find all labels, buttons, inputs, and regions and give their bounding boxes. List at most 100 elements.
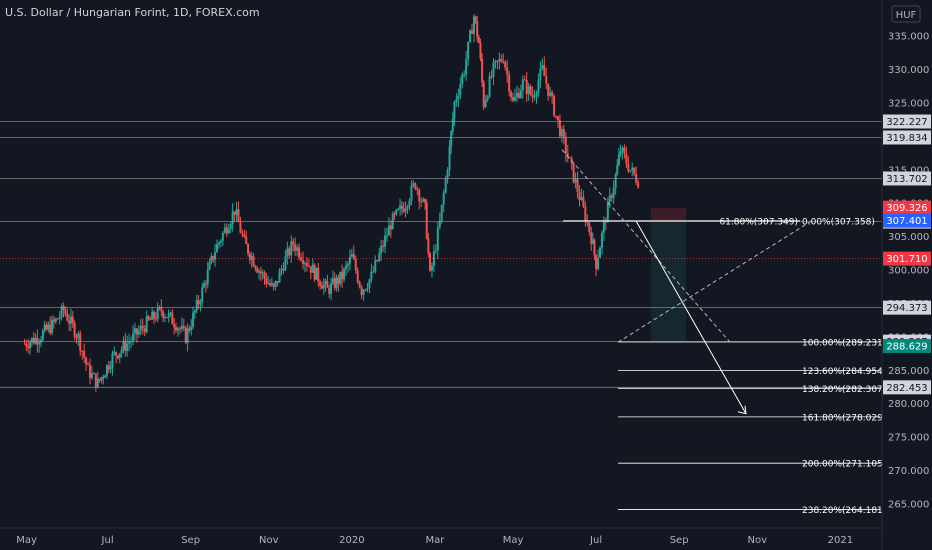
candle-body	[204, 283, 207, 285]
candle-body	[227, 229, 230, 234]
candle-body	[617, 154, 620, 166]
candle-body	[343, 268, 346, 280]
candle-body	[85, 357, 88, 365]
candle-body	[216, 244, 219, 253]
candle-body	[322, 284, 325, 289]
candle-body	[564, 137, 567, 154]
currency-box[interactable]	[891, 5, 921, 23]
price-tick-label: 305.000	[888, 232, 929, 243]
price-tick-label: 300.000	[888, 266, 929, 277]
candle-body	[66, 314, 69, 321]
candle-body	[471, 30, 474, 34]
trendline-dashed	[561, 149, 731, 343]
candle-body	[62, 306, 65, 311]
candle-body	[416, 188, 419, 191]
candle-body	[89, 364, 91, 379]
level-price-tag	[883, 130, 931, 145]
candle-body	[104, 375, 107, 378]
candle-body	[627, 163, 630, 172]
time-tick-label: Nov	[748, 535, 768, 546]
candle-body	[239, 222, 242, 233]
candle-body	[348, 257, 351, 264]
candle-body	[525, 80, 528, 95]
candle-body	[574, 179, 577, 183]
candle-body	[151, 311, 154, 320]
candle-body	[309, 266, 312, 273]
fib-label: 123.60%(284.954)	[802, 367, 886, 377]
candle-body	[430, 265, 433, 271]
candle-body	[145, 316, 148, 333]
candle-body	[163, 317, 166, 319]
candle-body	[490, 76, 493, 78]
candle-body	[229, 223, 232, 230]
candle-body	[590, 231, 593, 244]
candle-body	[376, 260, 379, 262]
candle-body	[333, 278, 336, 289]
candle-body	[212, 255, 215, 260]
take-profit-zone	[651, 220, 686, 342]
candle-body	[623, 147, 626, 154]
time-axis[interactable]: May Jul Sep Nov 2020 Mar May Jul Sep Nov 2021	[0, 527, 882, 546]
candle-body	[122, 340, 125, 350]
candle-body	[427, 238, 430, 254]
price-axis[interactable]: HUF 265.000 270.000 275.000 280.000 285.000 29…	[881, 0, 932, 550]
candle-body	[276, 280, 279, 283]
candle-body	[274, 280, 277, 287]
candle-body	[631, 167, 634, 171]
level-price-tag	[883, 114, 931, 129]
candle-body	[68, 320, 71, 324]
candle-body	[47, 324, 50, 330]
candle-body	[356, 270, 359, 282]
level-price-label: 282.453	[886, 383, 927, 394]
candle-body	[38, 342, 41, 345]
candle-body	[81, 350, 84, 352]
candle-body	[217, 242, 220, 245]
candle-body	[523, 79, 526, 81]
candle-body	[469, 30, 472, 42]
candle-body	[482, 82, 485, 107]
time-tick-label: Sep	[670, 535, 689, 546]
level-price-tag	[883, 171, 931, 186]
level-price-tag	[883, 300, 931, 315]
candle-body	[94, 373, 97, 388]
candle-body	[537, 80, 540, 93]
candle-body	[190, 326, 193, 331]
candle-body	[459, 84, 462, 96]
candle-body	[171, 312, 174, 325]
fib-label: 200.00%(271.105)	[802, 460, 886, 470]
candle-body	[446, 169, 449, 179]
candle-body	[296, 247, 299, 251]
candle-body	[77, 333, 80, 338]
candle-body	[434, 250, 437, 252]
candle-body	[551, 92, 554, 97]
candle-body	[192, 312, 195, 327]
candle-body	[27, 346, 30, 349]
price-tick-label: 315.000	[888, 165, 929, 176]
candle-body	[370, 271, 373, 280]
candle-body	[149, 319, 152, 321]
candle-body	[384, 235, 387, 247]
candle-body	[326, 280, 329, 288]
candle-body	[261, 272, 264, 274]
projection-arrow-line	[635, 220, 747, 414]
candle-body	[344, 265, 347, 269]
candle-body	[608, 195, 611, 202]
candle-body	[404, 208, 407, 212]
candle-body	[444, 178, 447, 193]
candle-body	[543, 65, 546, 77]
candle-body	[29, 342, 32, 349]
candle-body	[341, 271, 344, 280]
candle-body	[512, 97, 515, 101]
candle-body	[270, 283, 273, 286]
candle-body	[529, 86, 532, 95]
candle-body	[241, 232, 244, 235]
candle-body	[395, 209, 398, 215]
candle-body	[269, 283, 272, 286]
candle-body	[256, 268, 259, 273]
candle-body	[619, 151, 622, 155]
candle-body	[83, 351, 86, 358]
candle-body	[79, 333, 82, 351]
candle-body	[120, 349, 123, 354]
candle-body	[49, 324, 52, 334]
